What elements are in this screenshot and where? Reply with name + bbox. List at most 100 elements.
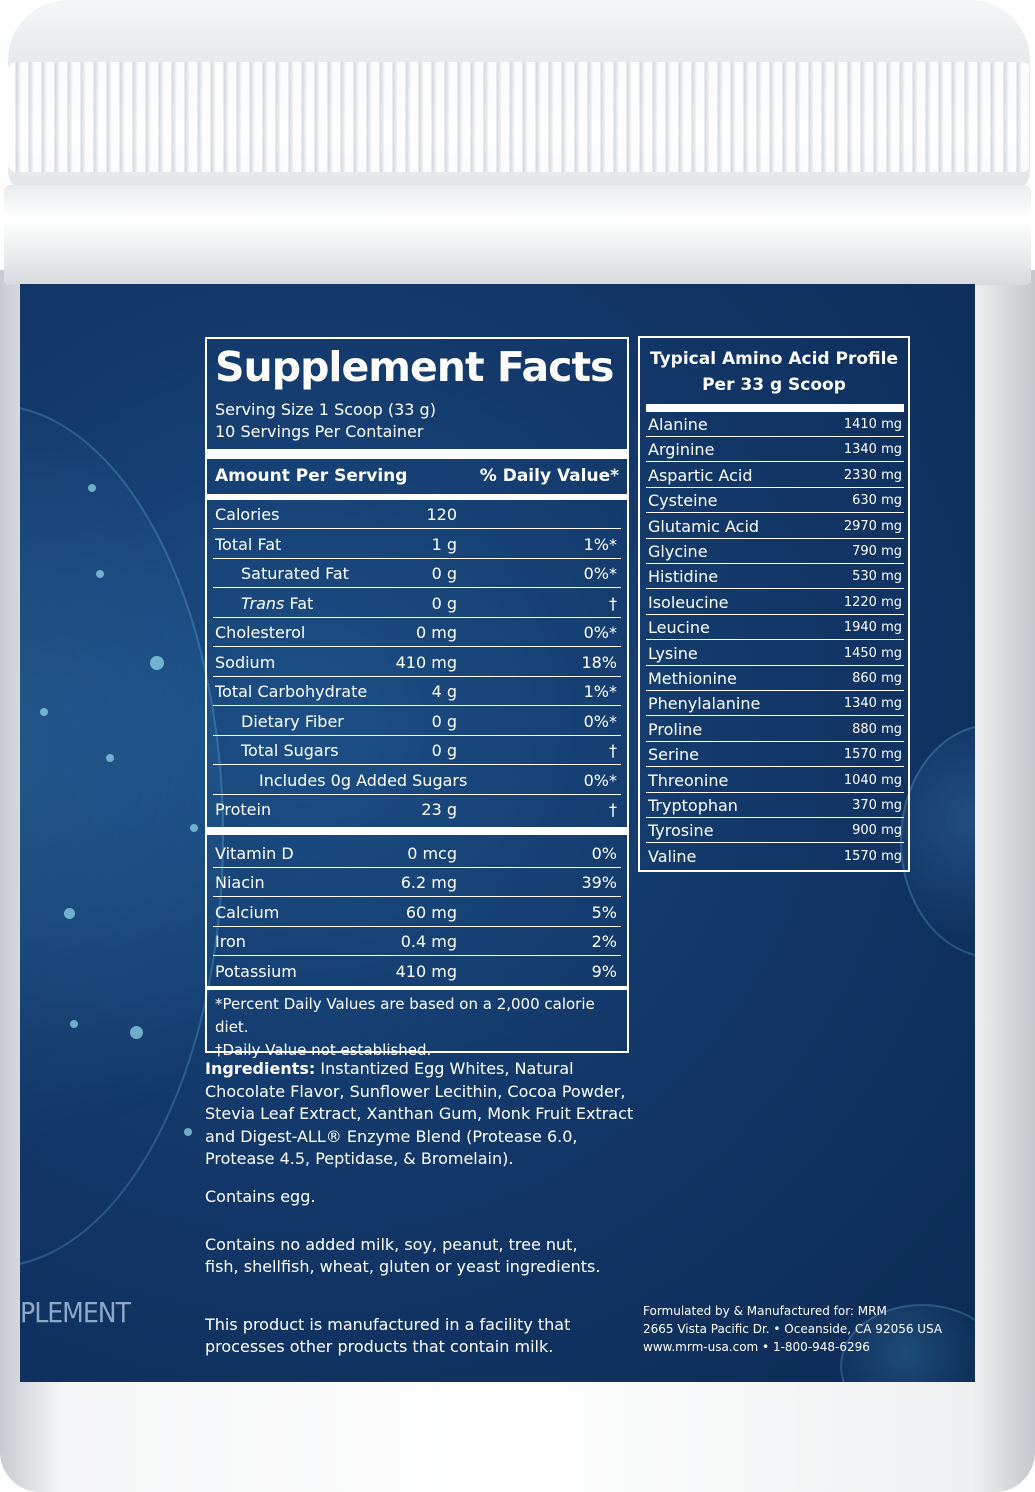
nutrient-daily-value: 18% (581, 652, 617, 672)
product-label (20, 284, 975, 1382)
amino-name: Arginine (648, 440, 715, 460)
amino-row: Cysteine 630 mg (646, 488, 904, 514)
amino-value: 1040 mg (843, 772, 902, 788)
nutrient-daily-value: 2% (591, 932, 617, 951)
amino-name: Tryptophan (648, 796, 738, 815)
nutrient-name: Trans Fat (241, 593, 314, 613)
nutrient-row: Calories 120 (207, 500, 627, 529)
nutrient-name: Protein (215, 800, 272, 819)
amino-row: Threonine 1040 mg (646, 768, 904, 793)
nutrient-row: Cholesterol 0 mg 0%* (207, 618, 627, 647)
nutrient-daily-value: 9% (591, 961, 617, 981)
nutrient-amount: 0 g (431, 564, 457, 583)
row-divider (646, 842, 904, 844)
ingredients-label: Ingredients: (205, 1059, 316, 1078)
ingredients-block: Ingredients: Instantized Egg Whites, Nat… (205, 1058, 645, 1171)
side-product-text: PLEMENT (20, 1296, 131, 1329)
amino-name: Glycine (648, 542, 708, 561)
network-node (184, 1128, 192, 1136)
amino-row: Phenylalanine 1340 mg (646, 691, 904, 717)
nutrient-amount: 0.4 mg (400, 932, 457, 951)
row-divider (213, 793, 621, 795)
amino-profile-title-line1: Typical Amino Acid Profile (650, 349, 898, 369)
network-node (96, 570, 104, 578)
nutrient-daily-value: 1%* (583, 534, 617, 554)
amino-value: 790 mg (852, 544, 902, 559)
row-divider (213, 955, 621, 956)
amino-name: Aspartic Acid (648, 465, 753, 485)
row-divider (646, 512, 904, 514)
amino-row: Serine 1570 mg (646, 742, 904, 768)
nutrient-amount: 4 g (431, 682, 457, 701)
amino-name: Histidine (648, 567, 719, 587)
nutrient-name: Niacin (215, 873, 265, 892)
row-divider (213, 734, 621, 736)
amino-profile-title: Typical Amino Acid Profile Per 33 g Scoo… (640, 346, 908, 398)
row-divider (213, 616, 621, 618)
network-node (150, 656, 164, 670)
amino-row: Proline 880 mg (646, 717, 904, 742)
nutrient-row: Trans Fat 0 g † (207, 589, 627, 618)
row-divider (646, 639, 904, 641)
row-divider (646, 690, 904, 691)
amino-name: Cysteine (648, 491, 718, 511)
nutrient-amount: 0 mcg (407, 843, 457, 863)
nutrient-name: Vitamin D (215, 843, 294, 863)
row-divider (646, 588, 904, 590)
nutrient-row: Total Fat 1 g 1%* (207, 530, 627, 559)
nutrient-row: Total Carbohydrate 4 g 1%* (207, 677, 627, 706)
nutrient-name: Dietary Fiber (241, 711, 344, 731)
nutrient-row: Vitamin D 0 mcg 0% (207, 839, 627, 868)
row-divider (213, 705, 621, 706)
nutrient-daily-value: 0%* (583, 770, 617, 790)
amino-row: Arginine 1340 mg (646, 437, 904, 463)
thick-divider (646, 404, 904, 412)
manufacturer-contact: www.mrm-usa.com • 1-800-948-6296 (643, 1340, 870, 1354)
serving-size: Serving Size 1 Scoop (33 g) (215, 400, 436, 419)
amino-value: 1940 mg (843, 620, 902, 636)
nutrient-amount: 410 mg (395, 961, 457, 981)
amino-row: Tryptophan 370 mg (646, 793, 904, 818)
manufacturer-line1: Formulated by & Manufactured for: MRM (643, 1304, 887, 1318)
nutrient-amount: 0 g (431, 593, 457, 613)
nutrient-amount: 120 (426, 505, 457, 524)
amount-per-serving-header: Amount Per Serving (215, 466, 408, 486)
amino-value: 1410 mg (843, 417, 902, 432)
nutrient-row: Total Sugars 0 g † (207, 736, 627, 765)
row-divider (646, 817, 904, 818)
nutrient-daily-value: † (609, 800, 617, 819)
amino-value: 2330 mg (843, 467, 902, 483)
decorative-globe-bottom-right (840, 1304, 975, 1382)
nutrient-amount: 6.2 mg (400, 873, 457, 892)
nutrient-daily-value: † (609, 741, 617, 760)
nutrient-daily-value: 39% (581, 873, 617, 892)
nutrient-amount: 60 mg (405, 902, 457, 922)
row-divider (213, 557, 621, 559)
nutrient-row: Protein 23 g † (207, 795, 627, 824)
allergen-statement: Contains egg. (205, 1187, 316, 1206)
nutrient-row: Saturated Fat 0 g 0%* (207, 559, 627, 588)
amino-value: 1220 mg (843, 594, 902, 610)
row-divider (646, 461, 904, 463)
nutrient-name: Saturated Fat (241, 564, 349, 583)
amino-row: Methionine 860 mg (646, 666, 904, 691)
nutrient-row: Includes 0g Added Sugars 0%* (207, 766, 627, 795)
amino-value: 370 mg (852, 798, 902, 813)
network-node (106, 754, 114, 762)
amino-name: Tyrosine (648, 821, 714, 841)
network-node (40, 708, 48, 716)
amino-value: 530 mg (852, 569, 902, 585)
amino-name: Isoleucine (648, 592, 729, 612)
row-divider (213, 675, 621, 677)
nutrient-row: Potassium 410 mg 9% (207, 957, 627, 986)
amino-value: 1340 mg (843, 442, 902, 458)
row-divider (646, 766, 904, 768)
lid-ridges (8, 62, 1030, 172)
facility-statement: This product is manufactured in a facili… (205, 1315, 571, 1356)
decorative-globe-right (900, 724, 975, 958)
amino-name: Alanine (648, 415, 708, 434)
row-divider (213, 896, 621, 897)
row-divider (646, 664, 904, 666)
free-from-statement: Contains no added milk, soy, peanut, tre… (205, 1235, 601, 1276)
nutrient-row: Dietary Fiber 0 g 0%* (207, 707, 627, 736)
